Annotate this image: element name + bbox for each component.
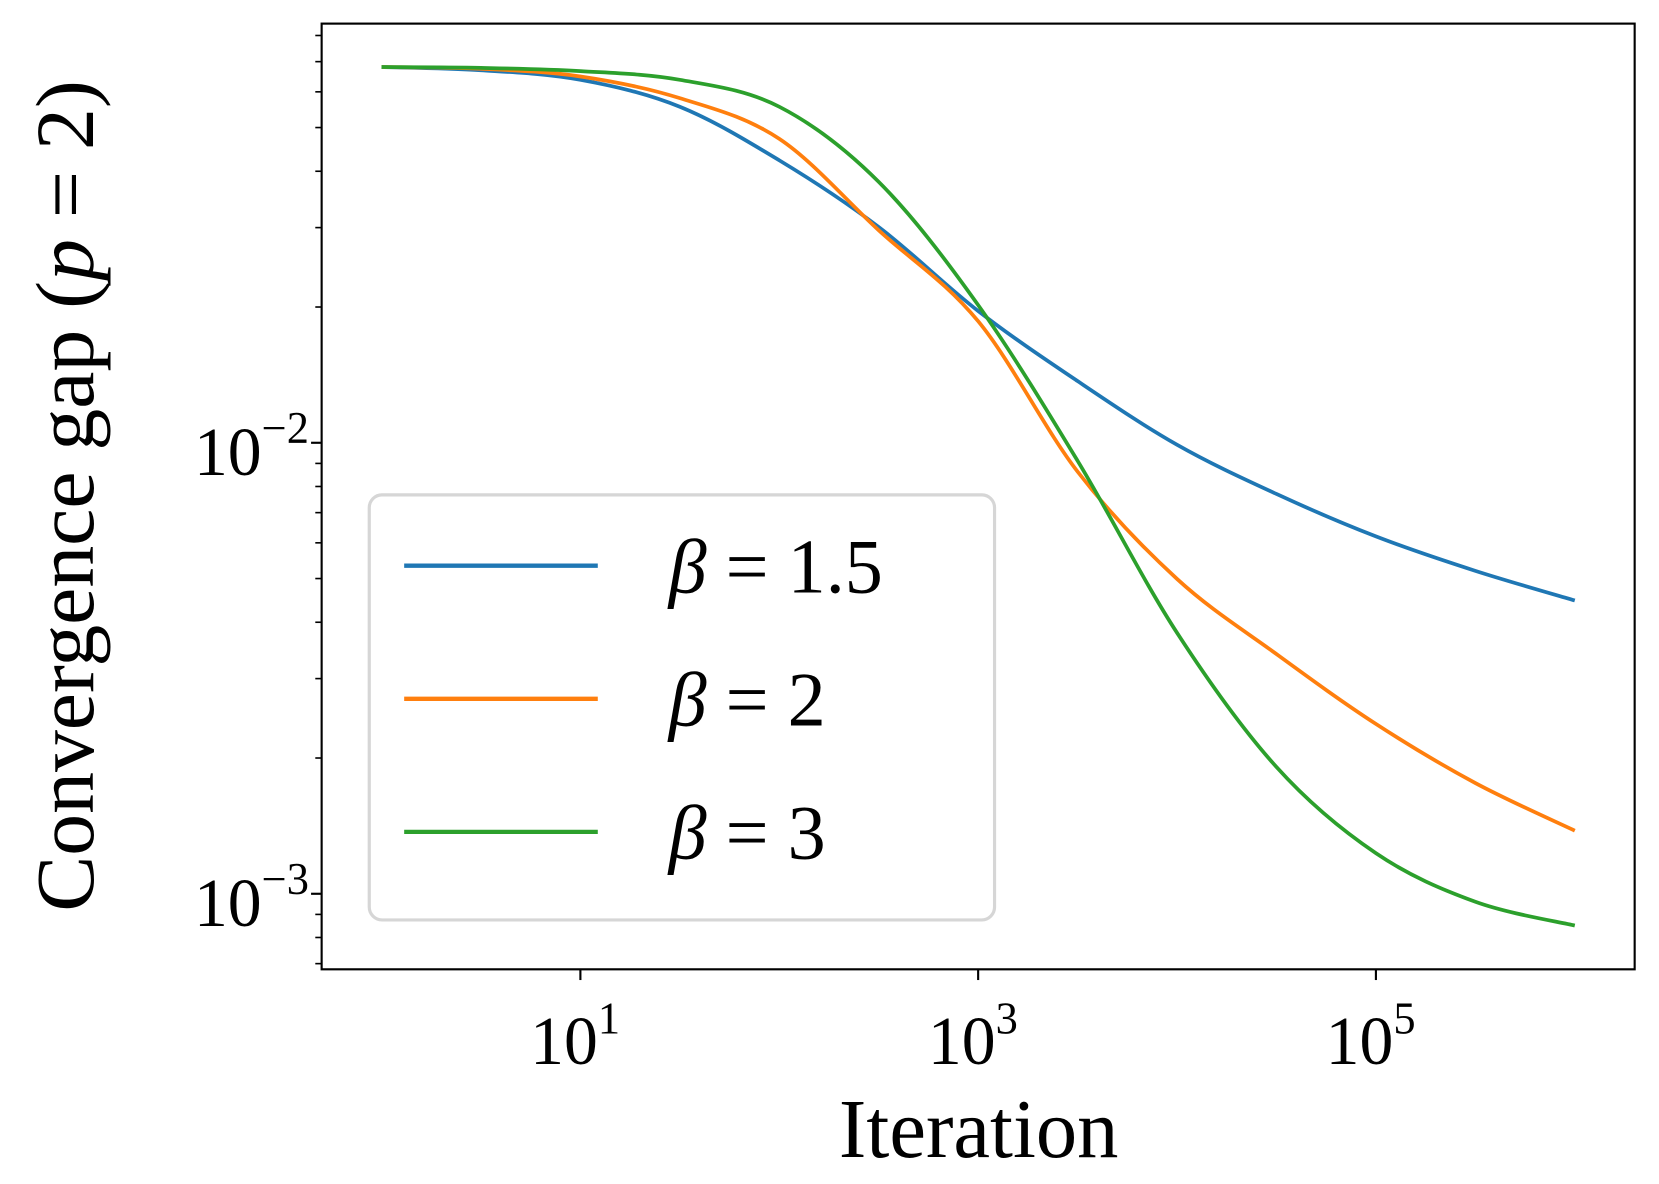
legend: β = 1.5 β = 2 β = 3 bbox=[367, 493, 997, 922]
legend-frame bbox=[367, 493, 997, 922]
x-tick-label: 103 bbox=[928, 993, 1018, 1078]
legend-label: β = 2 bbox=[667, 657, 826, 743]
y-tick-label: 10−3 bbox=[194, 853, 309, 941]
x-axis-ticks: 101 103 105 bbox=[530, 969, 1416, 1079]
x-tick-label: 101 bbox=[530, 993, 620, 1078]
series-line-0 bbox=[381, 65, 1576, 603]
y-axis-ticks: 10−2 10−3 bbox=[194, 34, 322, 965]
series-line-2 bbox=[381, 65, 1576, 928]
x-axis-label: Iteration bbox=[839, 1083, 1118, 1176]
legend-label: β = 1.5 bbox=[667, 524, 883, 610]
series-line-1 bbox=[381, 65, 1576, 833]
y-tick-label: 10−2 bbox=[194, 402, 309, 490]
x-tick-label: 105 bbox=[1326, 993, 1416, 1078]
y-axis-label: Convergence gap (p = 2) bbox=[20, 80, 111, 911]
series-lines bbox=[381, 65, 1576, 928]
legend-label: β = 3 bbox=[667, 790, 826, 876]
